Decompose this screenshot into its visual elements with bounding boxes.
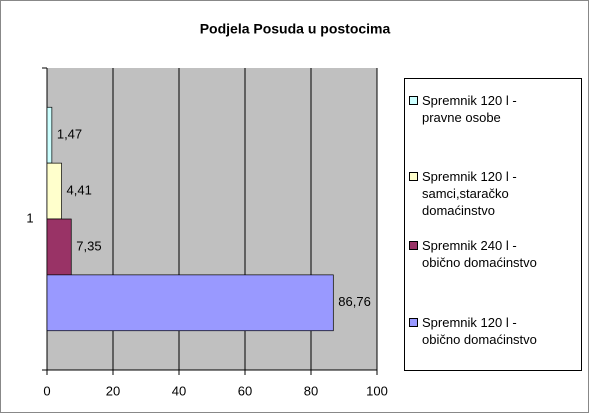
legend-swatch <box>409 172 418 181</box>
bar <box>46 274 334 332</box>
x-tick-label: 100 <box>366 383 388 398</box>
bar <box>46 162 62 220</box>
bar <box>46 218 72 276</box>
legend-label: Spremnik 240 l - obično domaćinstvo <box>422 238 537 270</box>
legend-label: Spremnik 120 l - samci,staračko domaćins… <box>422 169 517 218</box>
legend-label: Spremnik 120 l - obično domaćinstvo <box>422 315 537 347</box>
chart-title: Podjela Posuda u postocima <box>200 21 391 37</box>
y-tick-label: 1 <box>26 210 33 225</box>
value-label: 4,41 <box>67 183 92 198</box>
value-label: 86,76 <box>338 294 371 309</box>
value-label: 1,47 <box>57 127 82 142</box>
x-tick-label: 80 <box>304 383 318 398</box>
x-tick-label: 40 <box>172 383 186 398</box>
x-tick-label: 20 <box>106 383 120 398</box>
x-tick-label: 60 <box>238 383 252 398</box>
value-label: 7,35 <box>76 238 101 253</box>
legend-swatch <box>409 96 418 105</box>
legend-swatch <box>409 241 418 250</box>
legend-box <box>404 78 582 371</box>
x-tick-label: 0 <box>43 383 50 398</box>
legend-swatch <box>409 318 418 327</box>
legend-label: Spremnik 120 l - pravne osobe <box>422 93 517 125</box>
bar <box>46 106 53 164</box>
